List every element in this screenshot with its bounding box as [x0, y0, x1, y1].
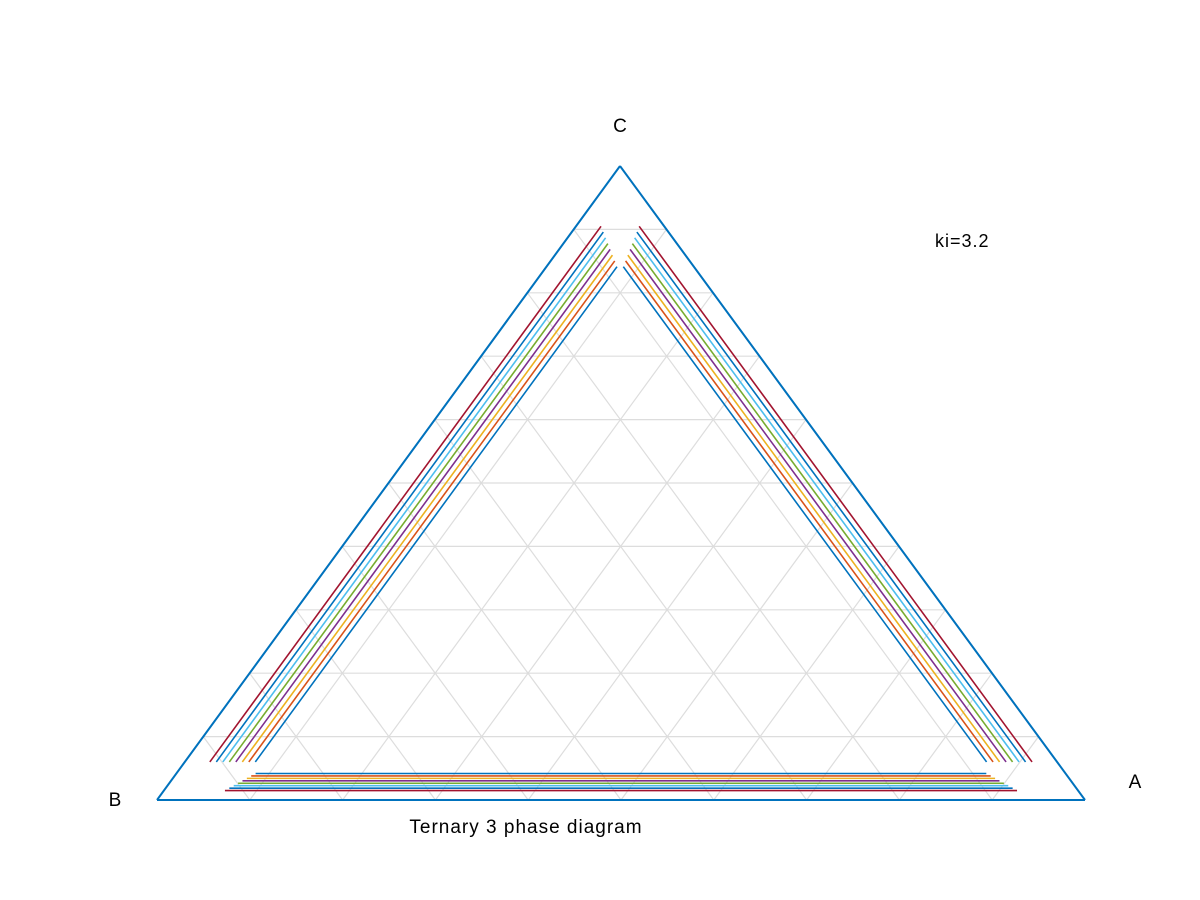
grid-line-b: [573, 229, 993, 801]
series-line-right: [629, 248, 1007, 763]
series-line-left: [215, 231, 604, 763]
grid-lines: [202, 228, 1039, 801]
grid-line-b: [341, 546, 529, 801]
series-line-left: [241, 254, 614, 763]
series-7: [241, 254, 1001, 780]
series-line-left: [222, 237, 607, 763]
vertex-label-c: C: [613, 116, 627, 137]
series-6: [235, 248, 1007, 782]
chart-title: Ternary 3 phase diagram: [409, 817, 642, 838]
grid-line-a: [249, 229, 667, 801]
series-line-right: [627, 254, 1001, 763]
series-2: [209, 225, 1033, 792]
series-line-right: [622, 266, 988, 763]
series-line-right: [631, 243, 1014, 763]
series-line-left: [235, 248, 611, 763]
series-line-left: [228, 243, 609, 763]
grid-line-a: [991, 736, 1039, 801]
grid-line-a: [713, 546, 900, 801]
series-line-left: [248, 260, 616, 763]
series-line-right: [633, 237, 1020, 763]
inner-frame-right: [644, 200, 1061, 766]
vertex-label-b: B: [109, 790, 122, 811]
grid-line-b: [388, 482, 622, 801]
series-5: [228, 243, 1014, 785]
series-8: [248, 260, 994, 777]
inner-frame-left: [181, 200, 596, 766]
series-line-right: [624, 260, 994, 763]
phase-boundary-lines: [209, 225, 1033, 792]
grid-line-b: [202, 736, 251, 801]
triangle-frame: [156, 165, 1086, 801]
series-line-right: [636, 231, 1027, 763]
vertex-label-a: A: [1129, 772, 1142, 793]
series-4: [222, 237, 1020, 787]
series-line-left: [254, 266, 618, 763]
grid-line-b: [295, 609, 436, 801]
series-3: [215, 231, 1027, 789]
grid-line-a: [806, 609, 946, 801]
grid-line-a: [620, 482, 853, 801]
series-line-right: [638, 225, 1033, 763]
series-line-left: [209, 225, 602, 763]
grid-line-a: [434, 355, 760, 801]
series-9: [254, 266, 988, 775]
grid-line-b: [480, 355, 808, 801]
ki-annotation: ki=3.2: [935, 231, 990, 251]
